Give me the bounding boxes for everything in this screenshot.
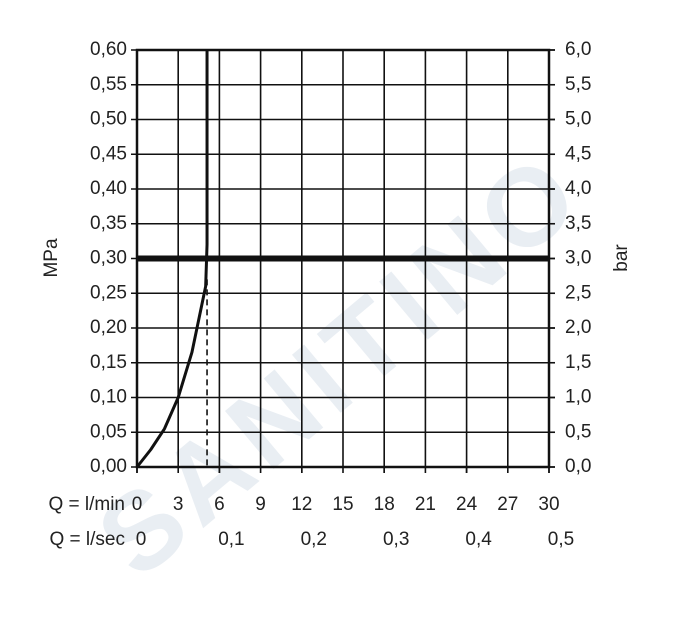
x-tick-label: 15 <box>332 494 353 515</box>
y2-tick-label: 0,0 <box>565 456 591 477</box>
y2-tick-label: 2,0 <box>565 317 591 338</box>
y-axis-label: MPa <box>41 238 62 278</box>
y-tick-label: 0,25 <box>90 282 127 303</box>
y2-tick-label: 3,5 <box>565 213 591 234</box>
x2-tick-label: 0,5 <box>548 529 574 550</box>
y-tick-label: 0,50 <box>90 109 127 130</box>
y2-tick-label: 3,0 <box>565 248 591 269</box>
y-tick-label: 0,05 <box>90 421 127 442</box>
y-tick-label: 0,00 <box>90 456 127 477</box>
y-tick-label: 0,20 <box>90 317 127 338</box>
x2-tick-label: 0,2 <box>301 529 327 550</box>
curve <box>135 50 209 468</box>
watermark: SANITINO <box>75 127 606 600</box>
x-tick-label: 18 <box>374 494 395 515</box>
x2-tick-label: 0,4 <box>465 529 492 550</box>
x-tick-label: 24 <box>456 494 478 515</box>
y2-tick-label: 0,5 <box>565 421 591 442</box>
y2-tick-label: 1,5 <box>565 352 591 373</box>
x2-axis-label: Q = l/sec <box>50 529 126 550</box>
x-tick-label: 12 <box>291 494 312 515</box>
x-tick-label: 9 <box>255 494 266 515</box>
x-tick-label: 3 <box>173 494 184 515</box>
y-tick-label: 0,45 <box>90 143 127 164</box>
y2-tick-label: 5,5 <box>565 74 591 95</box>
y-tick-label: 0,55 <box>90 74 127 95</box>
x-axis-label: Q = l/min <box>48 494 125 515</box>
x-tick-label: 30 <box>538 494 559 515</box>
x-tick-label: 6 <box>214 494 225 515</box>
x2-tick-label: 0,3 <box>383 529 409 550</box>
x-tick-label: 0 <box>132 494 143 515</box>
y2-tick-label: 1,0 <box>565 387 591 408</box>
y-tick-label: 0,10 <box>90 387 127 408</box>
y2-tick-label: 4,5 <box>565 143 591 164</box>
x2-tick-label: 0 <box>136 529 147 550</box>
y2-axis-label: bar <box>611 244 632 272</box>
x2-tick-label: 0,1 <box>218 529 244 550</box>
y-tick-label: 0,40 <box>90 178 127 199</box>
y-tick-label: 0,60 <box>90 39 127 60</box>
y2-tick-label: 4,0 <box>565 178 591 199</box>
x-tick-label: 27 <box>497 494 518 515</box>
x-tick-label: 21 <box>415 494 436 515</box>
y-tick-label: 0,35 <box>90 213 127 234</box>
y-tick-label: 0,30 <box>90 248 127 269</box>
y2-tick-label: 6,0 <box>565 39 591 60</box>
y2-tick-label: 5,0 <box>565 109 591 130</box>
y2-tick-label: 2,5 <box>565 282 591 303</box>
y-tick-label: 0,15 <box>90 352 127 373</box>
